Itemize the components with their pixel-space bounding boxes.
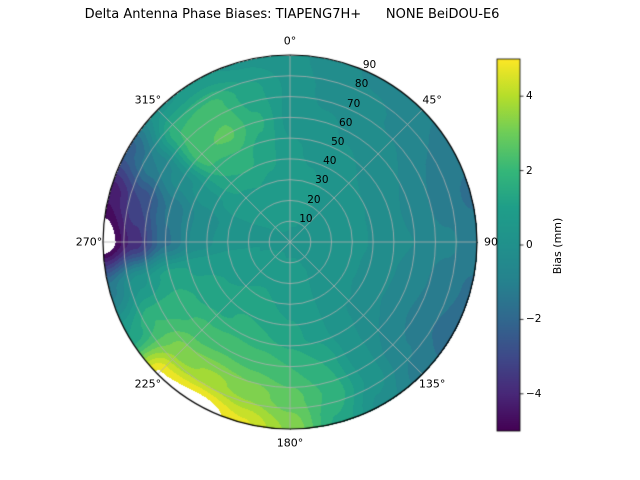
theta-tick-label: 45°: [422, 93, 442, 107]
r-tick-label: 80: [354, 78, 369, 91]
colorbar-axis-label: Bias (mm): [551, 217, 564, 275]
r-tick-label: 60: [339, 116, 353, 129]
r-tick-label: 50: [331, 136, 345, 149]
r-tick-label: 20: [307, 193, 321, 206]
theta-tick-label: 90: [484, 235, 498, 249]
colorbar-tick-label: 2: [526, 164, 533, 177]
colorbar-tick-label: −4: [526, 387, 542, 400]
r-tick-label: 10: [299, 212, 313, 225]
theta-tick-label: 0°: [283, 34, 297, 48]
r-tick-label: 30: [315, 174, 329, 187]
theta-tick-label: 135°: [418, 377, 446, 391]
theta-tick-label: 315°: [134, 93, 162, 107]
r-tick-label: 90: [362, 59, 377, 72]
theta-tick-label: 180°: [276, 436, 304, 450]
r-tick-label: 70: [346, 97, 361, 110]
r-tick-label: 40: [323, 155, 337, 168]
theta-tick-label: 270°: [75, 235, 103, 249]
theta-tick-label: 225°: [134, 377, 162, 391]
colorbar-tick-label: −2: [526, 313, 542, 326]
colorbar-tick-label: 0: [526, 239, 533, 251]
colorbar-tick-label: 4: [526, 90, 533, 103]
